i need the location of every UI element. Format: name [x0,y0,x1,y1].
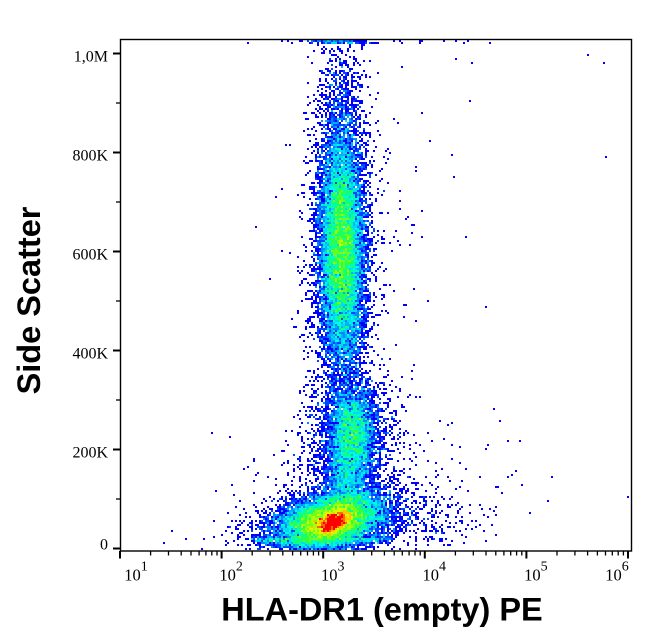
svg-text:400K: 400K [72,346,108,363]
svg-text:200K: 200K [72,445,108,462]
svg-text:HLA-DR1 (empty) PE: HLA-DR1 (empty) PE [221,592,542,628]
svg-text:600K: 600K [72,247,108,264]
svg-text:1,0M: 1,0M [74,49,108,66]
svg-text:800K: 800K [72,148,108,165]
svg-text:Side Scatter: Side Scatter [11,206,47,394]
svg-text:0: 0 [100,537,108,554]
